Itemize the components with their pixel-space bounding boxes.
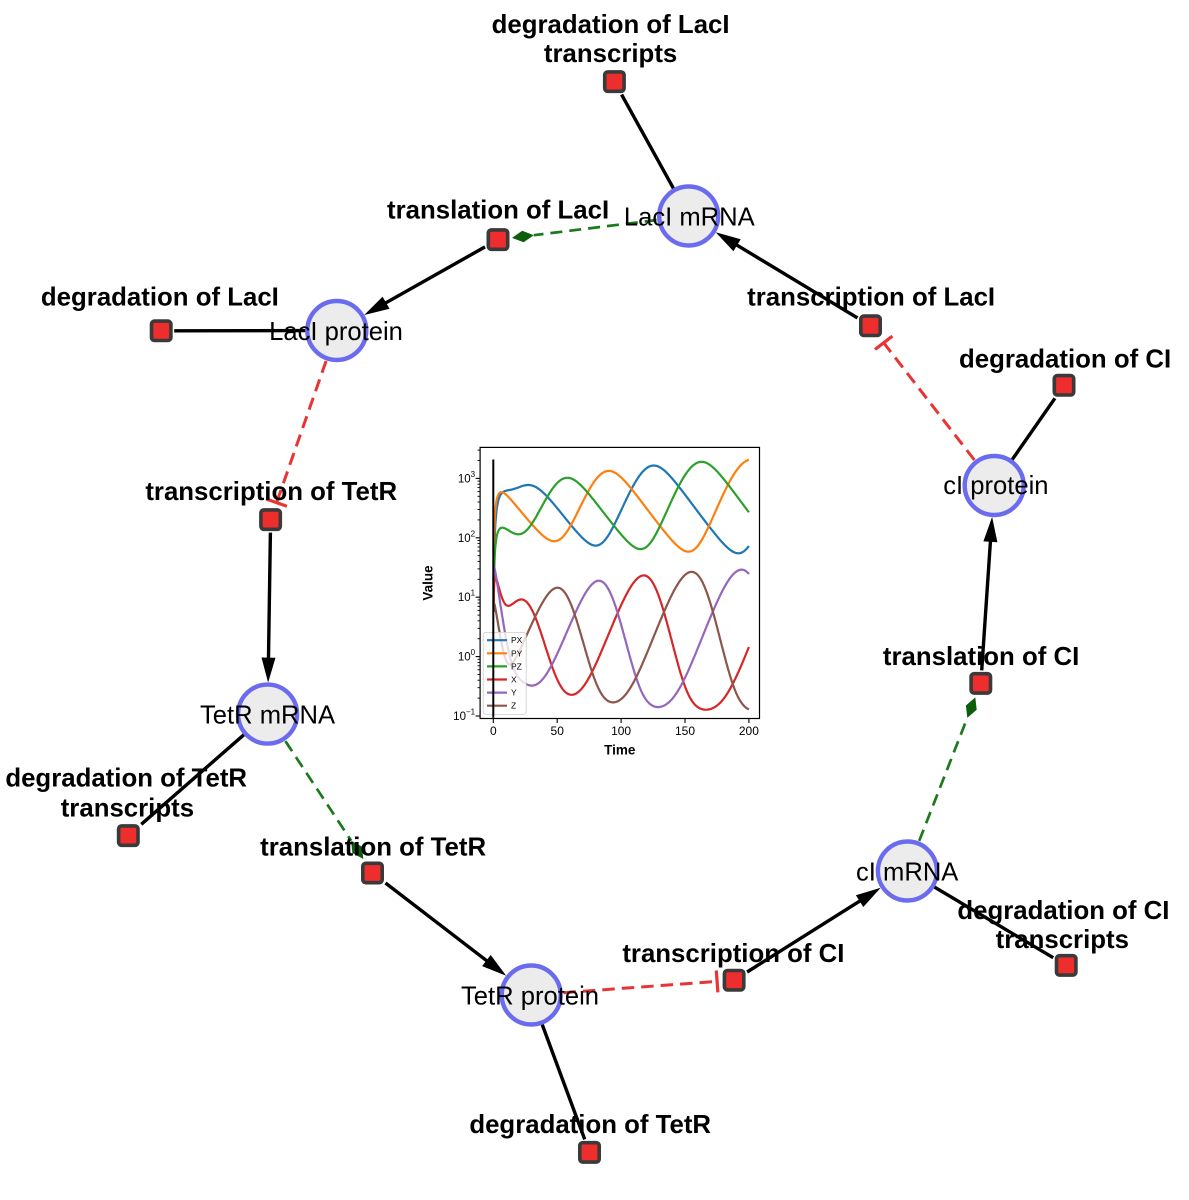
svg-text:translation of TetR: translation of TetR (260, 833, 486, 861)
svg-text:transcription of CI: transcription of CI (622, 940, 844, 968)
svg-text:degradation of TetR: degradation of TetR (469, 1111, 711, 1139)
svg-text:degradation of CI: degradation of CI (957, 897, 1169, 925)
svg-text:100: 100 (611, 724, 631, 738)
svg-text:TetR protein: TetR protein (461, 982, 599, 1010)
svg-text:cI protein: cI protein (943, 472, 1048, 500)
svg-text:Z: Z (511, 701, 516, 711)
svg-text:X: X (511, 675, 517, 685)
svg-text:50: 50 (551, 724, 565, 738)
svg-text:transcripts: transcripts (544, 40, 677, 68)
svg-text:transcripts: transcripts (61, 794, 194, 822)
svg-text:Value: Value (421, 565, 436, 601)
svg-text:TetR mRNA: TetR mRNA (200, 701, 336, 729)
svg-text:transcripts: transcripts (996, 926, 1129, 954)
svg-text:degradation of TetR: degradation of TetR (5, 765, 247, 793)
svg-text:transcription of TetR: transcription of TetR (145, 478, 397, 506)
svg-text:200: 200 (739, 724, 759, 738)
svg-text:transcription of LacI: transcription of LacI (747, 283, 995, 311)
svg-text:Time: Time (604, 743, 636, 758)
svg-text:translation of CI: translation of CI (883, 643, 1079, 671)
svg-text:LacI protein: LacI protein (269, 318, 403, 346)
svg-text:degradation of CI: degradation of CI (959, 346, 1171, 374)
svg-text:cI mRNA: cI mRNA (856, 858, 959, 886)
svg-text:150: 150 (675, 724, 695, 738)
svg-text:PX: PX (511, 635, 523, 645)
svg-text:LacI mRNA: LacI mRNA (624, 203, 756, 231)
svg-text:degradation of LacI: degradation of LacI (41, 284, 279, 312)
svg-text:PY: PY (511, 648, 523, 658)
svg-text:degradation of LacI: degradation of LacI (492, 11, 730, 39)
svg-text:translation of LacI: translation of LacI (387, 197, 609, 225)
svg-text:PZ: PZ (511, 661, 522, 671)
svg-text:0: 0 (490, 724, 497, 738)
svg-text:Y: Y (511, 688, 517, 698)
